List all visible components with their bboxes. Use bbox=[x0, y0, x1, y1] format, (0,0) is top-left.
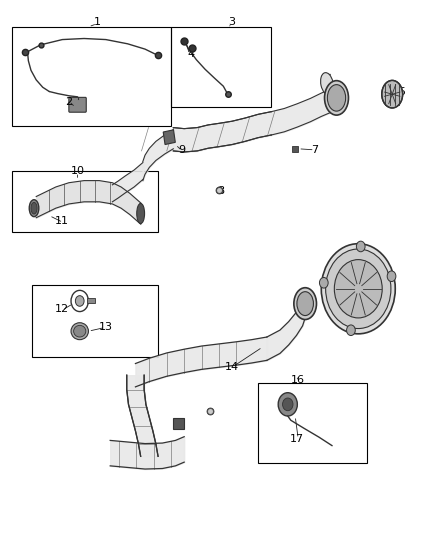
Circle shape bbox=[346, 325, 355, 336]
Text: 8: 8 bbox=[218, 186, 225, 196]
Circle shape bbox=[334, 260, 382, 318]
Text: 17: 17 bbox=[290, 434, 304, 444]
Text: 1: 1 bbox=[94, 17, 101, 27]
Ellipse shape bbox=[137, 204, 145, 223]
Ellipse shape bbox=[29, 200, 39, 216]
Text: 15: 15 bbox=[373, 298, 387, 309]
Text: 7: 7 bbox=[311, 145, 318, 155]
FancyBboxPatch shape bbox=[69, 98, 86, 112]
Bar bbox=[173, 418, 184, 429]
Bar bbox=[87, 298, 95, 303]
Ellipse shape bbox=[321, 72, 333, 94]
Text: 13: 13 bbox=[99, 322, 113, 333]
Bar bbox=[258, 383, 367, 463]
Text: 14: 14 bbox=[225, 362, 239, 372]
Text: 16: 16 bbox=[290, 375, 304, 385]
Bar bbox=[171, 27, 271, 108]
Text: 10: 10 bbox=[71, 166, 85, 176]
Bar bbox=[12, 27, 171, 126]
Ellipse shape bbox=[325, 80, 349, 115]
Circle shape bbox=[278, 393, 297, 416]
Circle shape bbox=[283, 398, 293, 411]
Ellipse shape bbox=[297, 292, 314, 316]
Ellipse shape bbox=[294, 288, 317, 319]
Text: 5: 5 bbox=[398, 86, 405, 96]
Ellipse shape bbox=[382, 80, 403, 108]
Ellipse shape bbox=[71, 322, 88, 340]
Ellipse shape bbox=[31, 203, 37, 214]
Text: 3: 3 bbox=[229, 17, 236, 27]
Circle shape bbox=[325, 249, 391, 328]
Circle shape bbox=[357, 241, 365, 252]
Ellipse shape bbox=[327, 85, 346, 111]
Text: 9: 9 bbox=[178, 145, 186, 155]
Circle shape bbox=[387, 271, 396, 281]
Circle shape bbox=[319, 278, 328, 288]
Ellipse shape bbox=[74, 325, 86, 337]
Text: 12: 12 bbox=[55, 304, 69, 314]
Circle shape bbox=[75, 296, 84, 306]
Bar bbox=[12, 171, 158, 232]
Circle shape bbox=[321, 244, 395, 334]
Text: 11: 11 bbox=[55, 216, 69, 227]
Text: 2: 2 bbox=[65, 97, 72, 107]
Bar bbox=[32, 285, 158, 357]
Text: 4: 4 bbox=[187, 50, 194, 59]
Text: 6: 6 bbox=[333, 86, 340, 96]
Bar bbox=[163, 130, 175, 144]
